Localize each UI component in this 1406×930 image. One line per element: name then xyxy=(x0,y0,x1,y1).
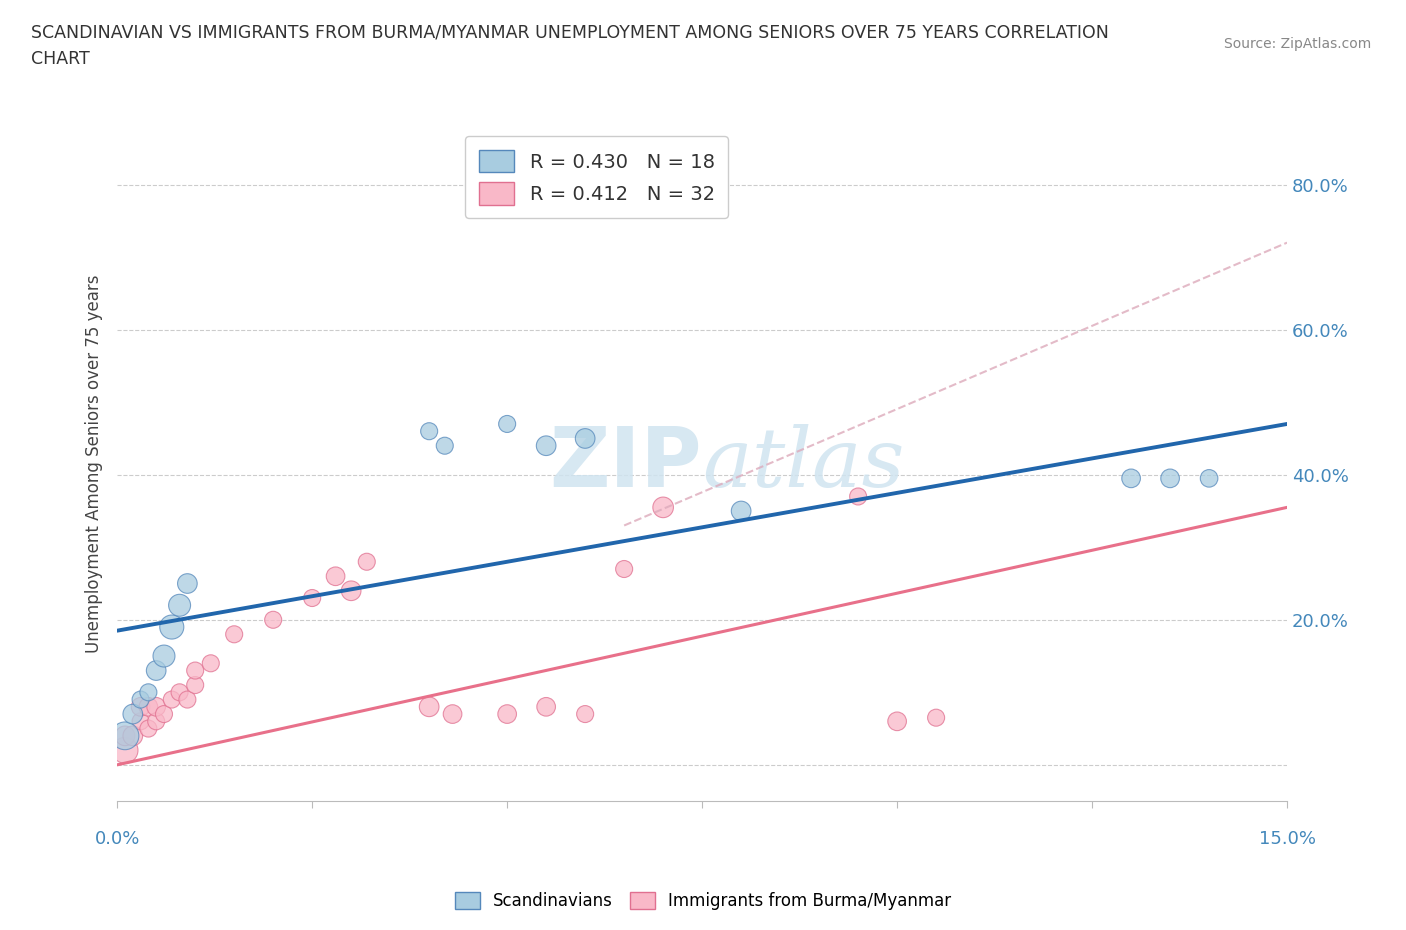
Point xyxy=(433,438,456,453)
Point xyxy=(153,648,176,663)
Point xyxy=(121,707,143,722)
Point xyxy=(138,684,160,699)
Point xyxy=(574,431,596,445)
Point xyxy=(730,503,752,518)
Point xyxy=(114,743,136,758)
Text: atlas: atlas xyxy=(702,424,904,504)
Point xyxy=(169,598,191,613)
Point xyxy=(496,707,519,722)
Point xyxy=(1198,471,1220,485)
Point xyxy=(1159,471,1181,485)
Point xyxy=(176,692,198,707)
Point xyxy=(262,612,284,627)
Text: SCANDINAVIAN VS IMMIGRANTS FROM BURMA/MYANMAR UNEMPLOYMENT AMONG SENIORS OVER 75: SCANDINAVIAN VS IMMIGRANTS FROM BURMA/MY… xyxy=(31,23,1109,68)
Point xyxy=(184,678,207,693)
Point xyxy=(145,699,167,714)
Text: ZIP: ZIP xyxy=(550,423,702,504)
Point xyxy=(138,699,160,714)
Point xyxy=(114,728,136,743)
Point xyxy=(224,627,246,642)
Y-axis label: Unemployment Among Seniors over 75 years: Unemployment Among Seniors over 75 years xyxy=(86,274,103,653)
Point xyxy=(145,663,167,678)
Point xyxy=(153,707,176,722)
Point xyxy=(114,728,136,743)
Point xyxy=(160,619,183,634)
Point xyxy=(169,684,191,699)
Point xyxy=(129,699,152,714)
Legend: Scandinavians, Immigrants from Burma/Myanmar: Scandinavians, Immigrants from Burma/Mya… xyxy=(449,885,957,917)
Point xyxy=(121,728,143,743)
Text: 0.0%: 0.0% xyxy=(94,830,139,848)
Point xyxy=(145,714,167,729)
Point xyxy=(1119,471,1142,485)
Point xyxy=(340,583,363,598)
Point xyxy=(886,714,908,729)
Point xyxy=(418,699,440,714)
Point xyxy=(496,417,519,432)
Point xyxy=(301,591,323,605)
Point xyxy=(418,424,440,439)
Point xyxy=(160,692,183,707)
Point xyxy=(574,707,596,722)
Text: 15.0%: 15.0% xyxy=(1258,830,1316,848)
Point xyxy=(534,438,557,453)
Point xyxy=(534,699,557,714)
Point xyxy=(184,663,207,678)
Legend: R = 0.430   N = 18, R = 0.412   N = 32: R = 0.430 N = 18, R = 0.412 N = 32 xyxy=(465,137,728,219)
Point xyxy=(356,554,378,569)
Point xyxy=(441,707,464,722)
Point xyxy=(846,489,869,504)
Point xyxy=(613,562,636,577)
Point xyxy=(129,692,152,707)
Point xyxy=(325,569,347,584)
Point xyxy=(925,711,948,725)
Text: Source: ZipAtlas.com: Source: ZipAtlas.com xyxy=(1223,37,1371,51)
Point xyxy=(652,500,675,515)
Point xyxy=(200,656,222,671)
Point xyxy=(129,714,152,729)
Point xyxy=(138,721,160,736)
Point xyxy=(176,576,198,591)
